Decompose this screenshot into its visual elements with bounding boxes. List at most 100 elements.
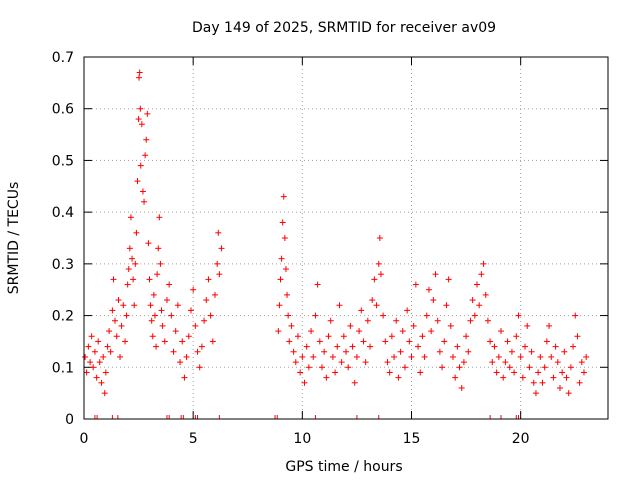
- data-point: [316, 338, 323, 345]
- data-point: [522, 343, 529, 350]
- data-point: [382, 338, 389, 345]
- data-point: [535, 369, 542, 376]
- data-point: [127, 214, 134, 221]
- data-point: [174, 302, 181, 309]
- data-point: [143, 136, 150, 143]
- data-point: [323, 374, 330, 381]
- data-point: [406, 338, 413, 345]
- data-point: [280, 193, 287, 200]
- data-point: [122, 338, 129, 345]
- data-point: [358, 307, 365, 314]
- data-point: [519, 374, 526, 381]
- y-tick-label: 0.2: [52, 309, 74, 325]
- data-point: [88, 333, 95, 340]
- data-point: [367, 343, 374, 350]
- chart-title: Day 149 of 2025, SRMTID for receiver av0…: [192, 20, 496, 36]
- data-point: [292, 359, 299, 366]
- data-point: [136, 74, 143, 81]
- data-point: [436, 348, 443, 355]
- data-point: [196, 364, 203, 371]
- data-point: [166, 281, 173, 288]
- data-point: [334, 343, 341, 350]
- x-tick-label: 0: [80, 431, 89, 447]
- data-point: [123, 312, 130, 319]
- data-point: [117, 353, 124, 360]
- data-point: [329, 353, 336, 360]
- data-point: [159, 322, 166, 329]
- y-tick-label: 0: [65, 412, 74, 428]
- data-point: [179, 338, 186, 345]
- data-point: [327, 317, 334, 324]
- data-point: [469, 297, 476, 304]
- data-point: [419, 333, 426, 340]
- data-point: [154, 271, 161, 278]
- data-point: [137, 162, 144, 169]
- data-point: [90, 364, 97, 371]
- data-point: [87, 359, 94, 366]
- data-point: [474, 281, 480, 288]
- data-point: [139, 188, 146, 195]
- data-point: [100, 353, 107, 360]
- data-point: [417, 369, 424, 376]
- data-point: [349, 343, 356, 350]
- data-point: [136, 69, 143, 76]
- data-point: [138, 121, 145, 128]
- data-point: [543, 338, 550, 345]
- data-point: [454, 343, 461, 350]
- data-point: [550, 374, 557, 381]
- data-point: [364, 317, 371, 324]
- data-point: [214, 260, 221, 267]
- data-point: [149, 333, 156, 340]
- data-point: [476, 302, 483, 309]
- data-point: [282, 266, 289, 273]
- data-point: [135, 116, 142, 123]
- data-point: [102, 369, 109, 376]
- data-point: [380, 312, 387, 319]
- data-point: [205, 276, 212, 283]
- data-point: [395, 374, 402, 381]
- data-point: [428, 328, 435, 335]
- data-point: [144, 110, 151, 117]
- data-point: [376, 235, 383, 241]
- data-point: [181, 374, 188, 381]
- data-point: [508, 348, 515, 355]
- data-point: [345, 364, 352, 371]
- data-point: [563, 374, 570, 381]
- data-point: [371, 276, 378, 283]
- data-point: [375, 260, 382, 267]
- data-point: [185, 333, 192, 340]
- data-point: [192, 322, 199, 329]
- data-point: [517, 353, 524, 360]
- data-point: [412, 281, 419, 288]
- data-point: [299, 353, 306, 360]
- data-point: [471, 312, 478, 319]
- data-point: [101, 390, 108, 397]
- data-point: [528, 348, 535, 355]
- data-point: [515, 312, 522, 319]
- data-point: [98, 379, 105, 386]
- data-point: [284, 291, 291, 298]
- data-point: [554, 359, 561, 366]
- y-tick-label: 0.1: [52, 360, 74, 376]
- data-point: [318, 364, 325, 371]
- data-point: [177, 359, 184, 366]
- data-point: [343, 348, 349, 355]
- data-point: [109, 307, 116, 314]
- data-point: [297, 369, 304, 376]
- data-points: [82, 69, 590, 397]
- data-point: [190, 286, 197, 293]
- data-point: [393, 317, 400, 324]
- data-point: [281, 235, 288, 241]
- data-point: [504, 338, 511, 345]
- data-point: [209, 338, 216, 345]
- data-point: [172, 328, 179, 335]
- baseline-markers: [94, 415, 519, 419]
- data-point: [96, 359, 103, 366]
- data-point: [484, 317, 491, 324]
- y-tick-labels: 0 0.1 0.2 0.3 0.4 0.5 0.6 0.7: [52, 50, 74, 428]
- data-point: [506, 364, 513, 371]
- data-point: [559, 369, 566, 376]
- x-tick-label: 5: [189, 431, 198, 447]
- data-point: [478, 271, 485, 278]
